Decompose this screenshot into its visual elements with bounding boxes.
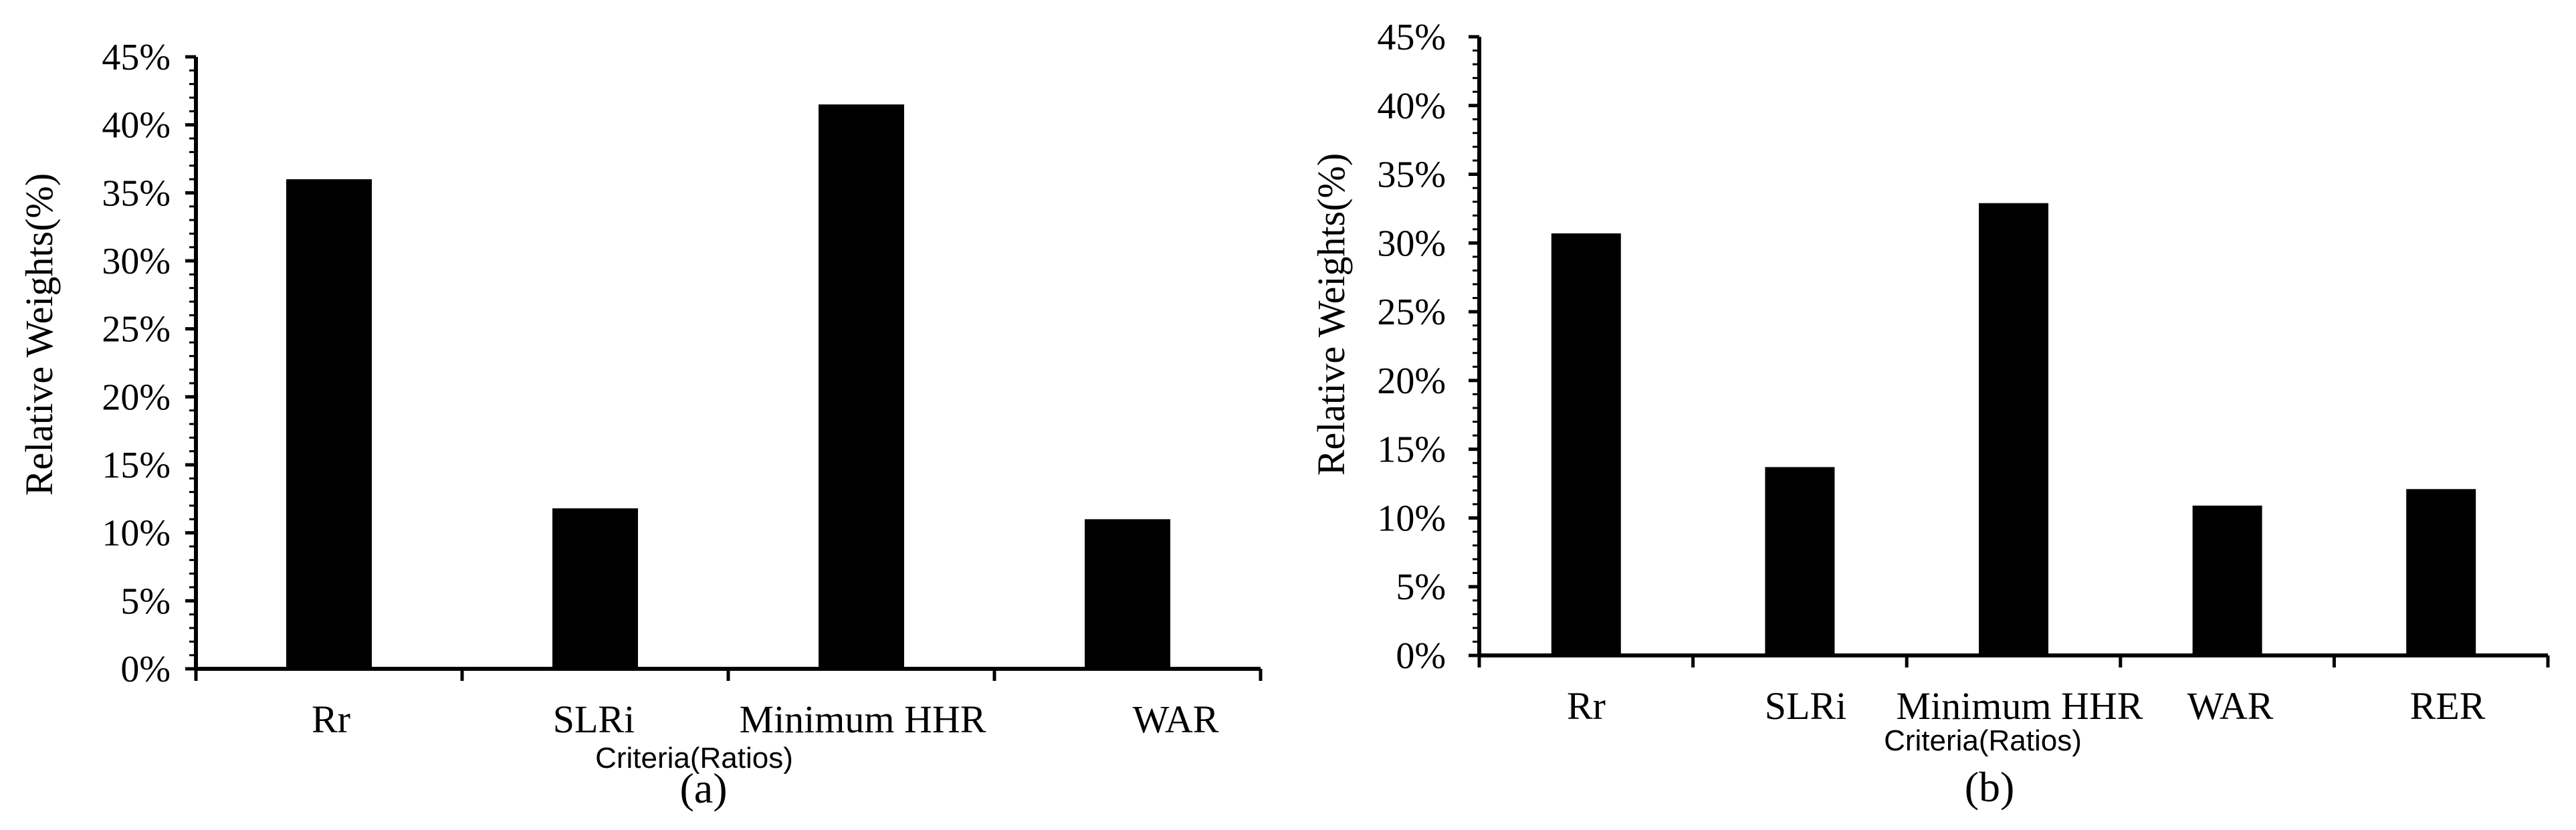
bar-minimum-hhr xyxy=(819,104,904,669)
y-tick-label: 15% xyxy=(1377,429,1446,471)
axes-a xyxy=(185,55,1263,681)
y-tick-label: 5% xyxy=(120,581,171,622)
category-label: Rr xyxy=(1567,684,1606,728)
category-label: SLRi xyxy=(553,698,635,741)
y-tick-label: 5% xyxy=(1396,566,1446,608)
y-tick-label: 35% xyxy=(1377,154,1446,196)
y-tick-label: 25% xyxy=(1377,292,1446,333)
bar-war xyxy=(2192,505,2262,655)
bar-slri xyxy=(552,508,638,669)
bar-war xyxy=(1085,519,1170,669)
bar-rer xyxy=(2406,489,2476,655)
y-tick-label: 30% xyxy=(1377,223,1446,264)
x-axis-title-b: Criteria(Ratios) xyxy=(1884,724,2082,757)
category-labels-a: Rr SLRi Minimum HHR WAR xyxy=(312,698,1219,741)
category-label: Rr xyxy=(312,698,350,741)
category-label: RER xyxy=(2410,684,2486,728)
category-label: WAR xyxy=(1133,698,1219,741)
chart-a: 0% 5% 10% 15% 20% 25% 30% 35% 40% 45% Rr SLRi Minim… xyxy=(17,37,1263,812)
y-tick-label: 20% xyxy=(1377,360,1446,402)
bar-minimum-hhr xyxy=(1979,203,2048,655)
category-label: Minimum HHR xyxy=(740,698,986,741)
bar-slri xyxy=(1765,467,1835,655)
y-tick-label: 35% xyxy=(102,173,171,214)
category-label: WAR xyxy=(2187,684,2274,728)
y-tick-label: 0% xyxy=(120,649,171,690)
category-labels-b: Rr SLRi Minimum HHR WAR RER xyxy=(1567,684,2486,728)
category-label: SLRi xyxy=(1765,684,1847,728)
y-tick-label: 0% xyxy=(1396,635,1446,677)
y-tick-label: 45% xyxy=(102,37,171,78)
bar-rr xyxy=(286,179,372,669)
bars-b xyxy=(1551,203,2476,655)
y-tick-label: 40% xyxy=(1377,86,1446,127)
y-tick-labels-a: 0% 5% 10% 15% 20% 25% 30% 35% 40% 45% xyxy=(102,37,171,690)
y-tick-label: 40% xyxy=(102,105,171,146)
y-axis-title-b: Relative Weights(%) xyxy=(1309,153,1353,476)
y-tick-label: 20% xyxy=(102,377,171,418)
caption-b: (b) xyxy=(1965,763,2015,811)
y-tick-label: 15% xyxy=(102,445,171,486)
bars-a xyxy=(286,104,1170,669)
y-tick-label: 10% xyxy=(1377,498,1446,539)
y-tick-labels-b: 0% 5% 10% 15% 20% 25% 30% 35% 40% 45% xyxy=(1377,17,1446,677)
y-axis-title-a: Relative Weights(%) xyxy=(17,173,61,496)
category-label: Minimum HHR xyxy=(1897,684,2143,728)
x-axis-title-a: Criteria(Ratios) xyxy=(595,742,793,774)
bar-rr xyxy=(1551,233,1621,655)
chart-b: 0% 5% 10% 15% 20% 25% 30% 35% 40% 45% Rr SLRi Minim… xyxy=(1309,17,2550,811)
y-tick-label: 45% xyxy=(1377,17,1446,58)
y-tick-label: 10% xyxy=(102,513,171,554)
y-tick-label: 25% xyxy=(102,309,171,350)
y-tick-label: 30% xyxy=(102,241,171,282)
caption-a: (a) xyxy=(679,764,727,812)
